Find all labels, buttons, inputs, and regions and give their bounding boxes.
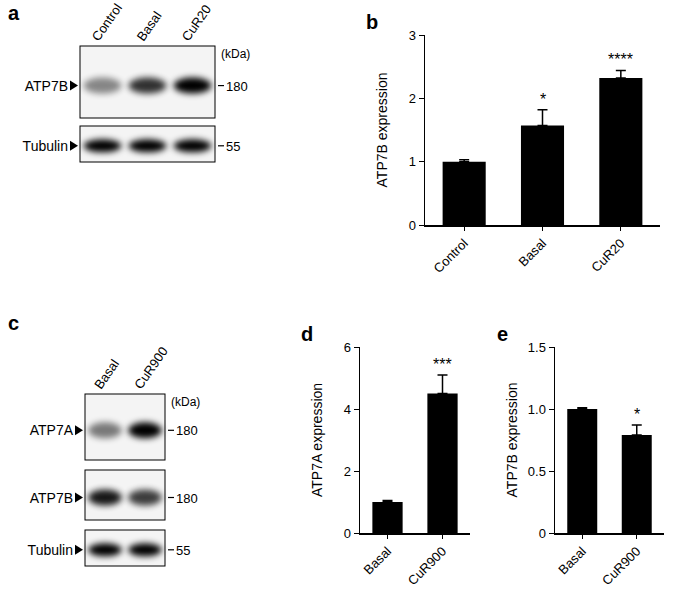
svg-text:0: 0 xyxy=(344,526,351,541)
svg-text:Basal: Basal xyxy=(91,356,122,391)
svg-text:0: 0 xyxy=(409,218,416,233)
svg-text:180: 180 xyxy=(226,79,248,94)
svg-text:Control: Control xyxy=(431,236,471,276)
svg-text:ATP7A: ATP7A xyxy=(30,422,74,438)
svg-text:Control: Control xyxy=(89,1,125,44)
svg-text:(kDa): (kDa) xyxy=(221,47,250,61)
svg-text:ATP7A expression: ATP7A expression xyxy=(309,383,325,497)
svg-text:CuR900: CuR900 xyxy=(131,344,171,392)
svg-text:b: b xyxy=(366,11,378,33)
svg-text:CuR900: CuR900 xyxy=(599,544,643,588)
svg-text:***: *** xyxy=(433,356,452,373)
svg-text:*: * xyxy=(540,91,546,108)
svg-text:1.0: 1.0 xyxy=(528,402,546,417)
svg-text:Basal: Basal xyxy=(555,544,589,578)
svg-text:0: 0 xyxy=(539,526,546,541)
svg-text:d: d xyxy=(301,323,313,345)
svg-text:c: c xyxy=(8,312,19,334)
svg-text:CuR900: CuR900 xyxy=(405,544,449,588)
svg-text:ATP7B: ATP7B xyxy=(30,490,73,506)
svg-text:Tubulin: Tubulin xyxy=(28,542,73,558)
svg-text:Basal: Basal xyxy=(361,544,395,578)
svg-text:(kDa): (kDa) xyxy=(171,395,200,409)
svg-text:Tubulin: Tubulin xyxy=(23,138,68,154)
svg-text:1.5: 1.5 xyxy=(528,340,546,355)
svg-text:e: e xyxy=(497,323,508,345)
svg-text:2: 2 xyxy=(344,464,351,479)
svg-text:Basal: Basal xyxy=(134,8,165,43)
svg-text:ATP7B expression: ATP7B expression xyxy=(374,73,390,188)
svg-text:4: 4 xyxy=(344,402,351,417)
svg-text:a: a xyxy=(8,2,20,24)
svg-text:55: 55 xyxy=(226,139,240,154)
svg-text:CuR20: CuR20 xyxy=(179,2,214,44)
svg-text:2: 2 xyxy=(409,91,416,106)
svg-text:1: 1 xyxy=(409,154,416,169)
svg-text:180: 180 xyxy=(176,423,198,438)
svg-text:6: 6 xyxy=(344,340,351,355)
svg-text:****: **** xyxy=(608,51,633,68)
svg-text:3: 3 xyxy=(409,28,416,43)
svg-text:55: 55 xyxy=(176,543,190,558)
svg-text:ATP7B expression: ATP7B expression xyxy=(504,383,520,498)
svg-text:180: 180 xyxy=(176,491,198,506)
svg-text:*: * xyxy=(634,406,640,423)
svg-text:Basal: Basal xyxy=(516,236,550,270)
svg-text:ATP7B: ATP7B xyxy=(25,78,68,94)
svg-text:0.5: 0.5 xyxy=(528,464,546,479)
svg-text:CuR20: CuR20 xyxy=(588,236,627,275)
